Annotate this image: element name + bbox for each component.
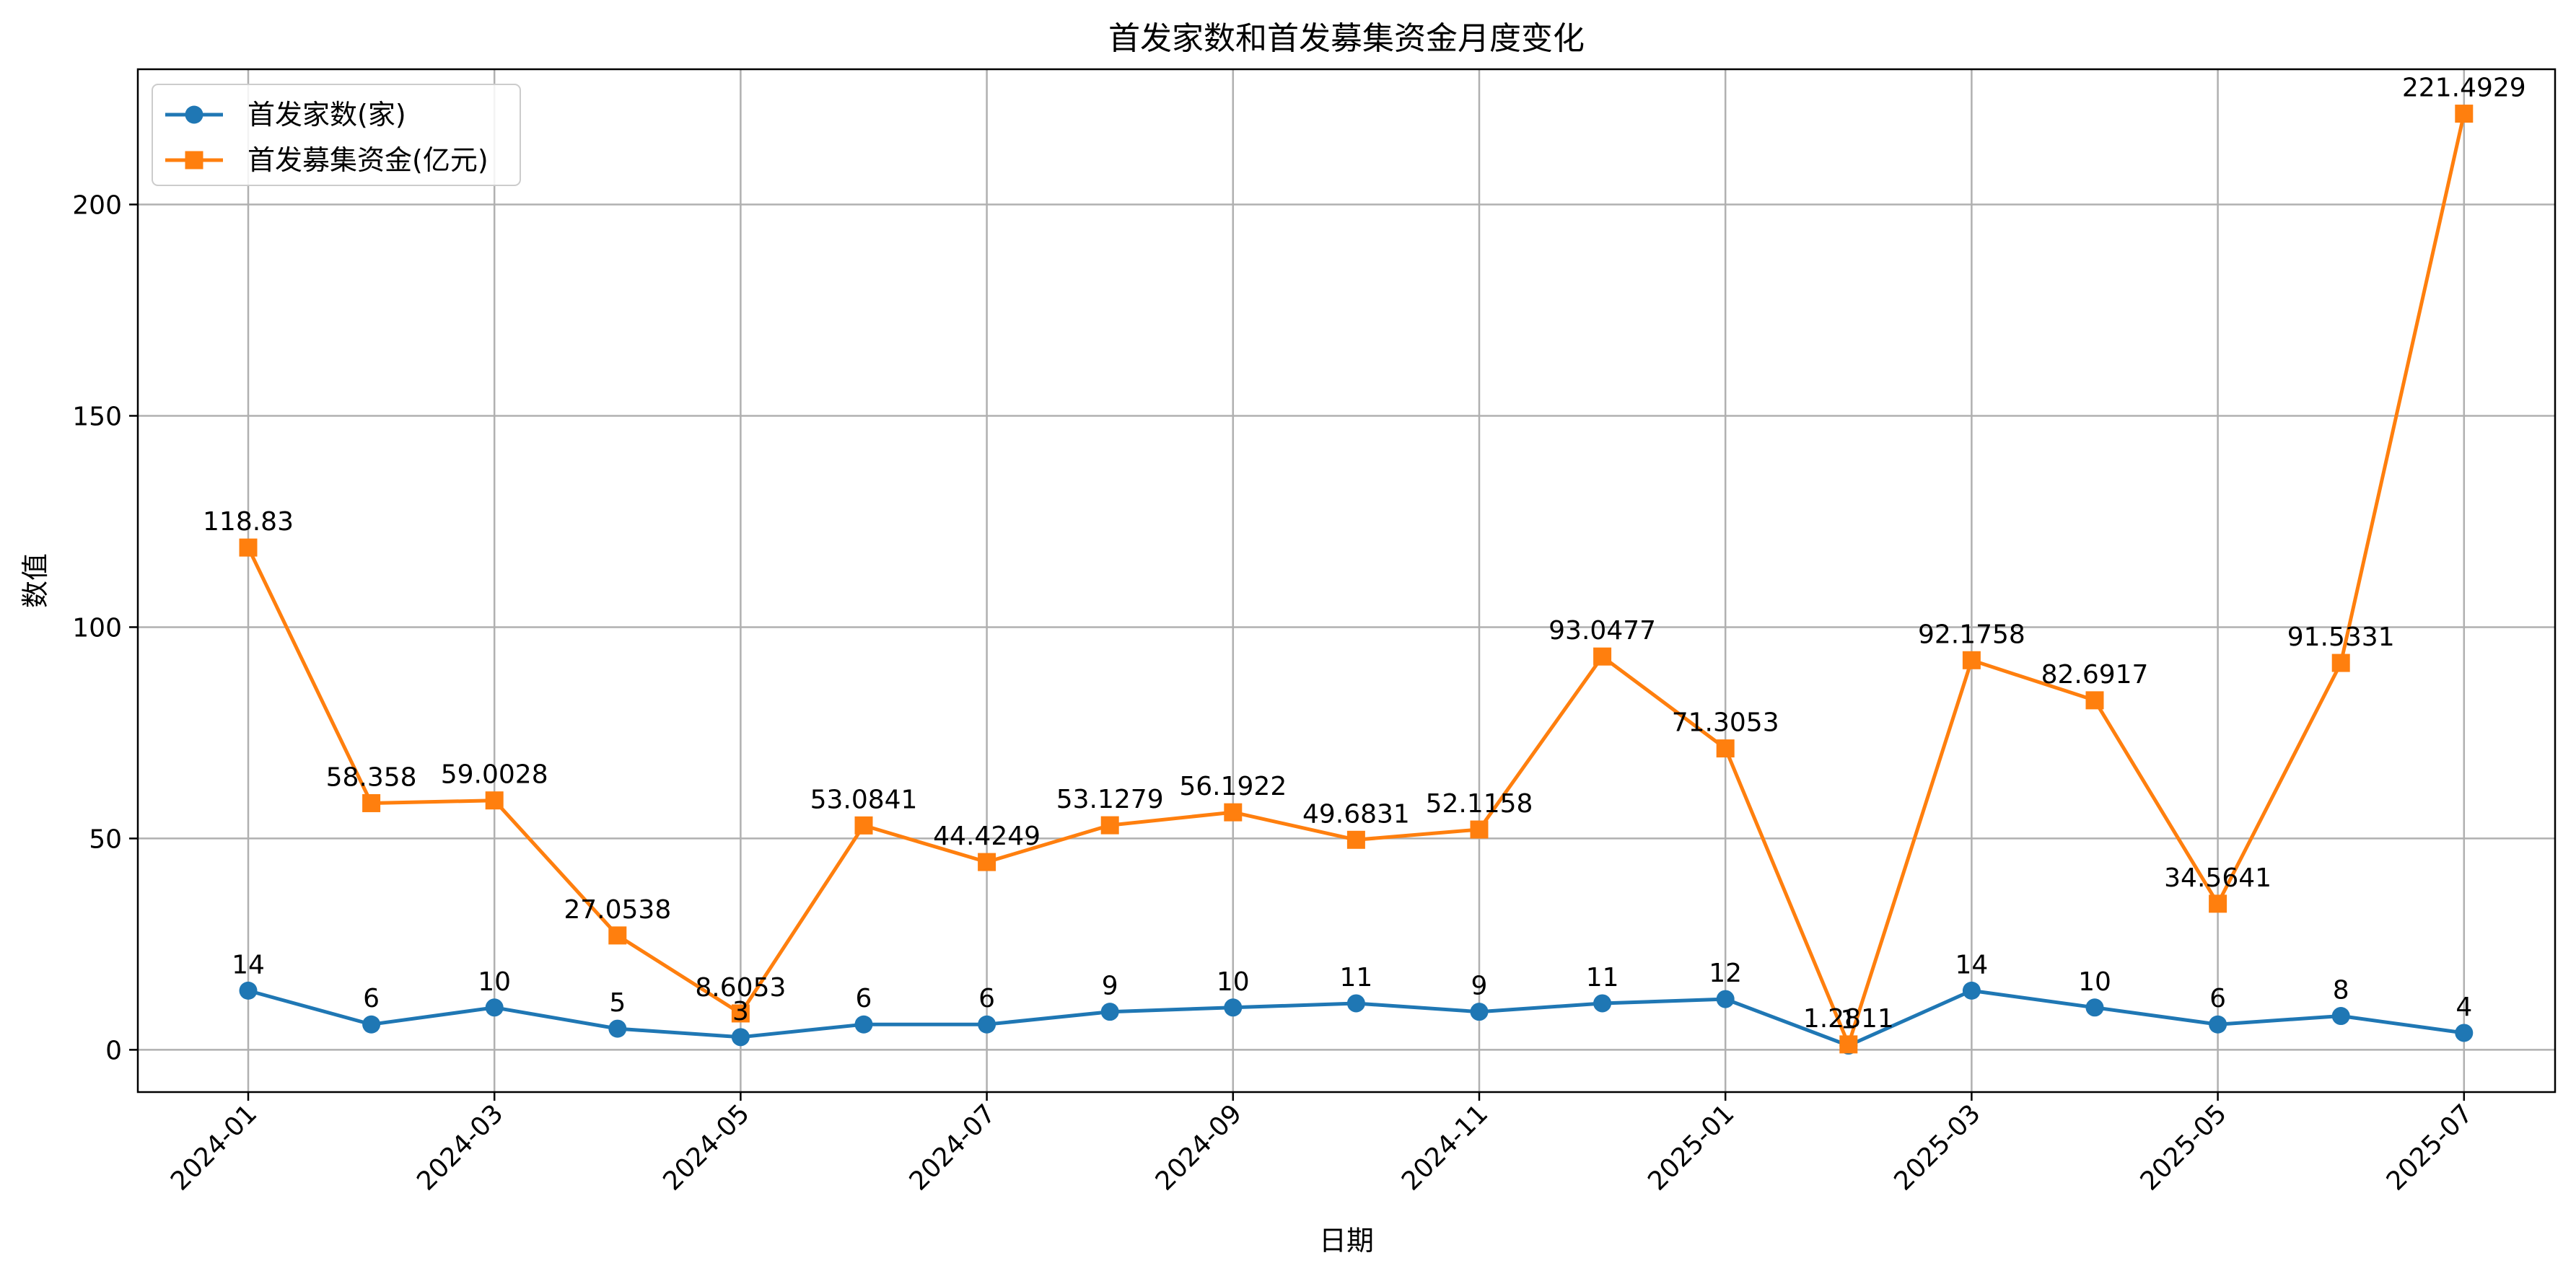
data-point [978, 853, 996, 871]
data-point [1716, 990, 1735, 1008]
plot-frame [136, 68, 2557, 1094]
data-point [2209, 1015, 2227, 1034]
x-axis-label: 日期 [1319, 1225, 1374, 1257]
data-label: 1.2811 [1803, 1004, 1894, 1034]
data-label: 93.0477 [1548, 616, 1656, 646]
data-point [2455, 1024, 2474, 1042]
data-point [1593, 647, 1612, 666]
data-point [1470, 1003, 1489, 1021]
data-label: 221.4929 [2402, 74, 2526, 103]
data-point [239, 538, 258, 557]
data-label: 91.5331 [2287, 622, 2395, 652]
data-label: 8 [2333, 976, 2349, 1006]
data-point [731, 1028, 750, 1047]
data-label: 10 [478, 967, 511, 997]
data-label: 6 [2209, 984, 2226, 1013]
data-point [362, 1015, 381, 1034]
legend: 首发家数(家) 首发募集资金(亿元) [152, 84, 521, 186]
data-label: 53.1279 [1056, 785, 1164, 814]
data-label: 59.0028 [441, 760, 548, 790]
data-label: 8.6053 [695, 973, 786, 1003]
legend-marker [185, 105, 203, 124]
data-point [1962, 981, 1981, 1000]
data-point [1962, 651, 1981, 669]
y-tick-label: 0 [105, 1036, 122, 1065]
data-point [608, 926, 627, 945]
data-point [2331, 654, 2350, 672]
series-layer [239, 105, 2474, 1055]
data-point [1100, 816, 1119, 835]
data-label: 34.5641 [2164, 863, 2271, 893]
data-point [485, 998, 504, 1017]
data-label: 6 [363, 984, 380, 1013]
data-point [1346, 830, 1365, 849]
data-label: 11 [1339, 963, 1372, 993]
data-point [854, 816, 873, 835]
data-point [1839, 1035, 1858, 1054]
data-label: 56.1922 [1179, 772, 1287, 801]
data-label: 9 [1471, 972, 1488, 1001]
data-point [2085, 998, 2104, 1017]
legend-marker [185, 151, 203, 170]
data-point [2331, 1007, 2350, 1026]
legend-box [152, 84, 521, 186]
data-label: 58.358 [326, 762, 417, 792]
data-point [2085, 691, 2104, 710]
legend-label: 首发募集资金(亿元) [247, 144, 489, 176]
data-label: 5 [609, 988, 626, 1018]
data-point [1224, 998, 1243, 1017]
chart-title: 首发家数和首发募集资金月度变化 [1108, 20, 1585, 57]
data-point [2209, 894, 2227, 913]
y-axis-label: 数值 [19, 553, 51, 608]
data-point [1100, 1003, 1119, 1021]
data-point [1470, 820, 1489, 839]
data-label: 12 [1709, 959, 1742, 988]
data-label: 44.4249 [933, 822, 1041, 851]
data-point [485, 791, 504, 810]
data-point [731, 1004, 750, 1023]
data-label: 4 [2455, 993, 2472, 1022]
data-labels: 14 6 10 5 3 6 6 9 10 11 9 11 12 1 14 10 6 8 4 118.83 58.358 5… [203, 74, 2526, 1035]
y-tick-label: 50 [89, 824, 122, 854]
data-label: 27.0538 [564, 895, 671, 925]
data-point [1224, 803, 1243, 822]
y-tick-label: 150 [72, 402, 122, 431]
data-label: 118.83 [203, 507, 294, 537]
data-label: 10 [1217, 967, 1250, 997]
data-label: 52.1158 [1426, 789, 1533, 819]
data-label: 11 [1586, 963, 1619, 993]
data-label: 14 [1955, 950, 1988, 980]
data-label: 92.1758 [1918, 620, 2025, 649]
data-point [239, 981, 258, 1000]
data-label: 9 [1102, 972, 1118, 1001]
data-label: 6 [978, 984, 995, 1013]
data-point [978, 1015, 996, 1034]
data-label: 3 [732, 997, 749, 1026]
data-label: 6 [856, 984, 872, 1013]
data-point [1346, 994, 1365, 1013]
data-point [362, 793, 381, 812]
data-label: 71.3053 [1672, 708, 1779, 738]
data-point [2455, 105, 2474, 123]
data-label: 10 [2078, 967, 2111, 997]
grid-lines [138, 69, 2555, 1092]
data-label: 49.6831 [1302, 799, 1410, 829]
data-point [1716, 739, 1735, 758]
y-tick-label: 200 [72, 191, 122, 221]
legend-label: 首发家数(家) [247, 99, 406, 131]
data-label: 1 [1840, 1006, 1857, 1035]
y-tick-label: 100 [72, 613, 122, 643]
data-point [1593, 994, 1612, 1013]
data-label: 82.6917 [2041, 660, 2149, 690]
data-point [854, 1015, 873, 1034]
data-label: 53.0841 [810, 785, 918, 814]
data-point [608, 1019, 627, 1038]
data-label: 14 [232, 950, 265, 980]
